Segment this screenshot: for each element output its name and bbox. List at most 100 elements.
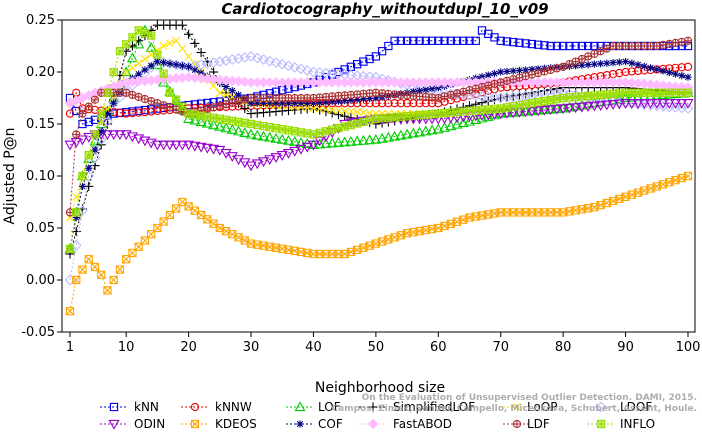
data-point <box>290 102 299 111</box>
data-point <box>65 109 75 118</box>
data-point <box>340 107 349 115</box>
data-point <box>145 42 157 52</box>
data-point <box>532 106 544 117</box>
data-point <box>109 275 118 285</box>
x-tick-label: 20 <box>180 340 197 355</box>
data-point <box>151 140 163 151</box>
data-point <box>457 117 469 128</box>
data-point <box>209 81 218 90</box>
data-point <box>683 62 693 71</box>
data-point <box>321 105 330 114</box>
data-point <box>110 99 118 107</box>
data-point <box>384 41 393 51</box>
data-point <box>115 265 125 274</box>
data-point <box>65 244 75 253</box>
data-point <box>78 109 87 118</box>
data-point <box>484 71 492 79</box>
data-point <box>122 40 131 49</box>
data-point <box>147 62 155 70</box>
data-point <box>538 105 550 116</box>
legend-item-simplifiedlof: SimplifiedLOF <box>359 400 475 414</box>
data-point <box>676 99 688 109</box>
x-tick-label: 40 <box>305 340 322 355</box>
data-point <box>220 55 232 66</box>
data-point <box>258 54 269 65</box>
data-point <box>684 73 692 81</box>
data-point <box>557 104 569 115</box>
series-fastabod <box>64 71 694 109</box>
legend-marker <box>367 418 379 430</box>
legend-label: KDEOS <box>215 417 257 431</box>
data-point <box>609 59 617 67</box>
data-point <box>184 29 194 39</box>
data-point <box>578 61 586 69</box>
x-tick-label: 30 <box>243 340 260 355</box>
data-point <box>665 68 673 77</box>
data-point <box>159 69 168 78</box>
data-point <box>108 97 120 109</box>
data-point <box>683 88 693 97</box>
data-point <box>595 101 607 112</box>
data-point <box>196 47 206 58</box>
series-line <box>69 102 688 167</box>
data-point <box>209 103 218 112</box>
data-point <box>509 37 518 47</box>
x-axis-title: Neighborhood size <box>315 380 445 396</box>
data-point <box>328 105 337 114</box>
data-point <box>134 59 143 68</box>
legend-label: INFLO <box>620 417 655 431</box>
data-point <box>646 64 655 72</box>
data-point <box>359 108 368 117</box>
legend-marker <box>596 419 606 429</box>
data-point <box>228 87 236 95</box>
y-axis-title: Adjusted P@n <box>2 127 18 224</box>
data-point <box>214 56 226 67</box>
legend: kNN kNNW LOF SimplifiedLOF LoOP LDOF ODIN KDEOS… <box>100 400 655 431</box>
data-point <box>582 102 594 113</box>
data-point <box>189 114 201 125</box>
data-point <box>339 136 351 147</box>
data-point <box>120 66 132 77</box>
data-point <box>159 42 168 50</box>
data-point <box>289 135 301 146</box>
legend-item-odin: ODIN <box>100 417 165 431</box>
data-point <box>371 52 381 61</box>
data-point <box>584 61 592 69</box>
data-point <box>588 101 600 112</box>
data-point <box>434 36 443 45</box>
data-point <box>440 36 449 45</box>
data-point <box>653 65 661 73</box>
data-point <box>546 41 555 51</box>
data-point <box>552 41 562 51</box>
data-point <box>376 132 388 143</box>
legend-marker <box>109 402 119 412</box>
data-point <box>445 120 457 131</box>
data-point <box>127 41 138 51</box>
data-point <box>414 126 426 137</box>
data-point <box>208 57 219 69</box>
data-point <box>620 92 632 103</box>
data-point <box>122 109 131 118</box>
data-point <box>407 127 419 138</box>
data-point <box>114 130 126 141</box>
x-tick-label: 90 <box>617 340 634 355</box>
data-point <box>239 127 251 137</box>
data-point <box>90 95 100 104</box>
data-point <box>382 131 394 142</box>
data-point <box>102 116 113 127</box>
legend-item-kdeos: KDEOS <box>181 417 257 431</box>
data-point <box>140 107 150 117</box>
data-point <box>476 112 488 123</box>
data-point <box>583 41 593 51</box>
data-point <box>340 65 349 74</box>
data-point <box>402 99 412 108</box>
data-point <box>295 136 307 147</box>
data-point <box>534 40 543 49</box>
data-point <box>559 41 568 51</box>
data-point <box>84 255 93 264</box>
chart-title: Cardiotocography_withoutdupl_10_v09 <box>221 0 548 18</box>
data-point <box>683 36 693 45</box>
data-point <box>103 88 112 97</box>
x-axis: 1 10 20 30 40 50 60 70 80 90 100 <box>66 332 700 355</box>
data-point <box>276 151 288 161</box>
